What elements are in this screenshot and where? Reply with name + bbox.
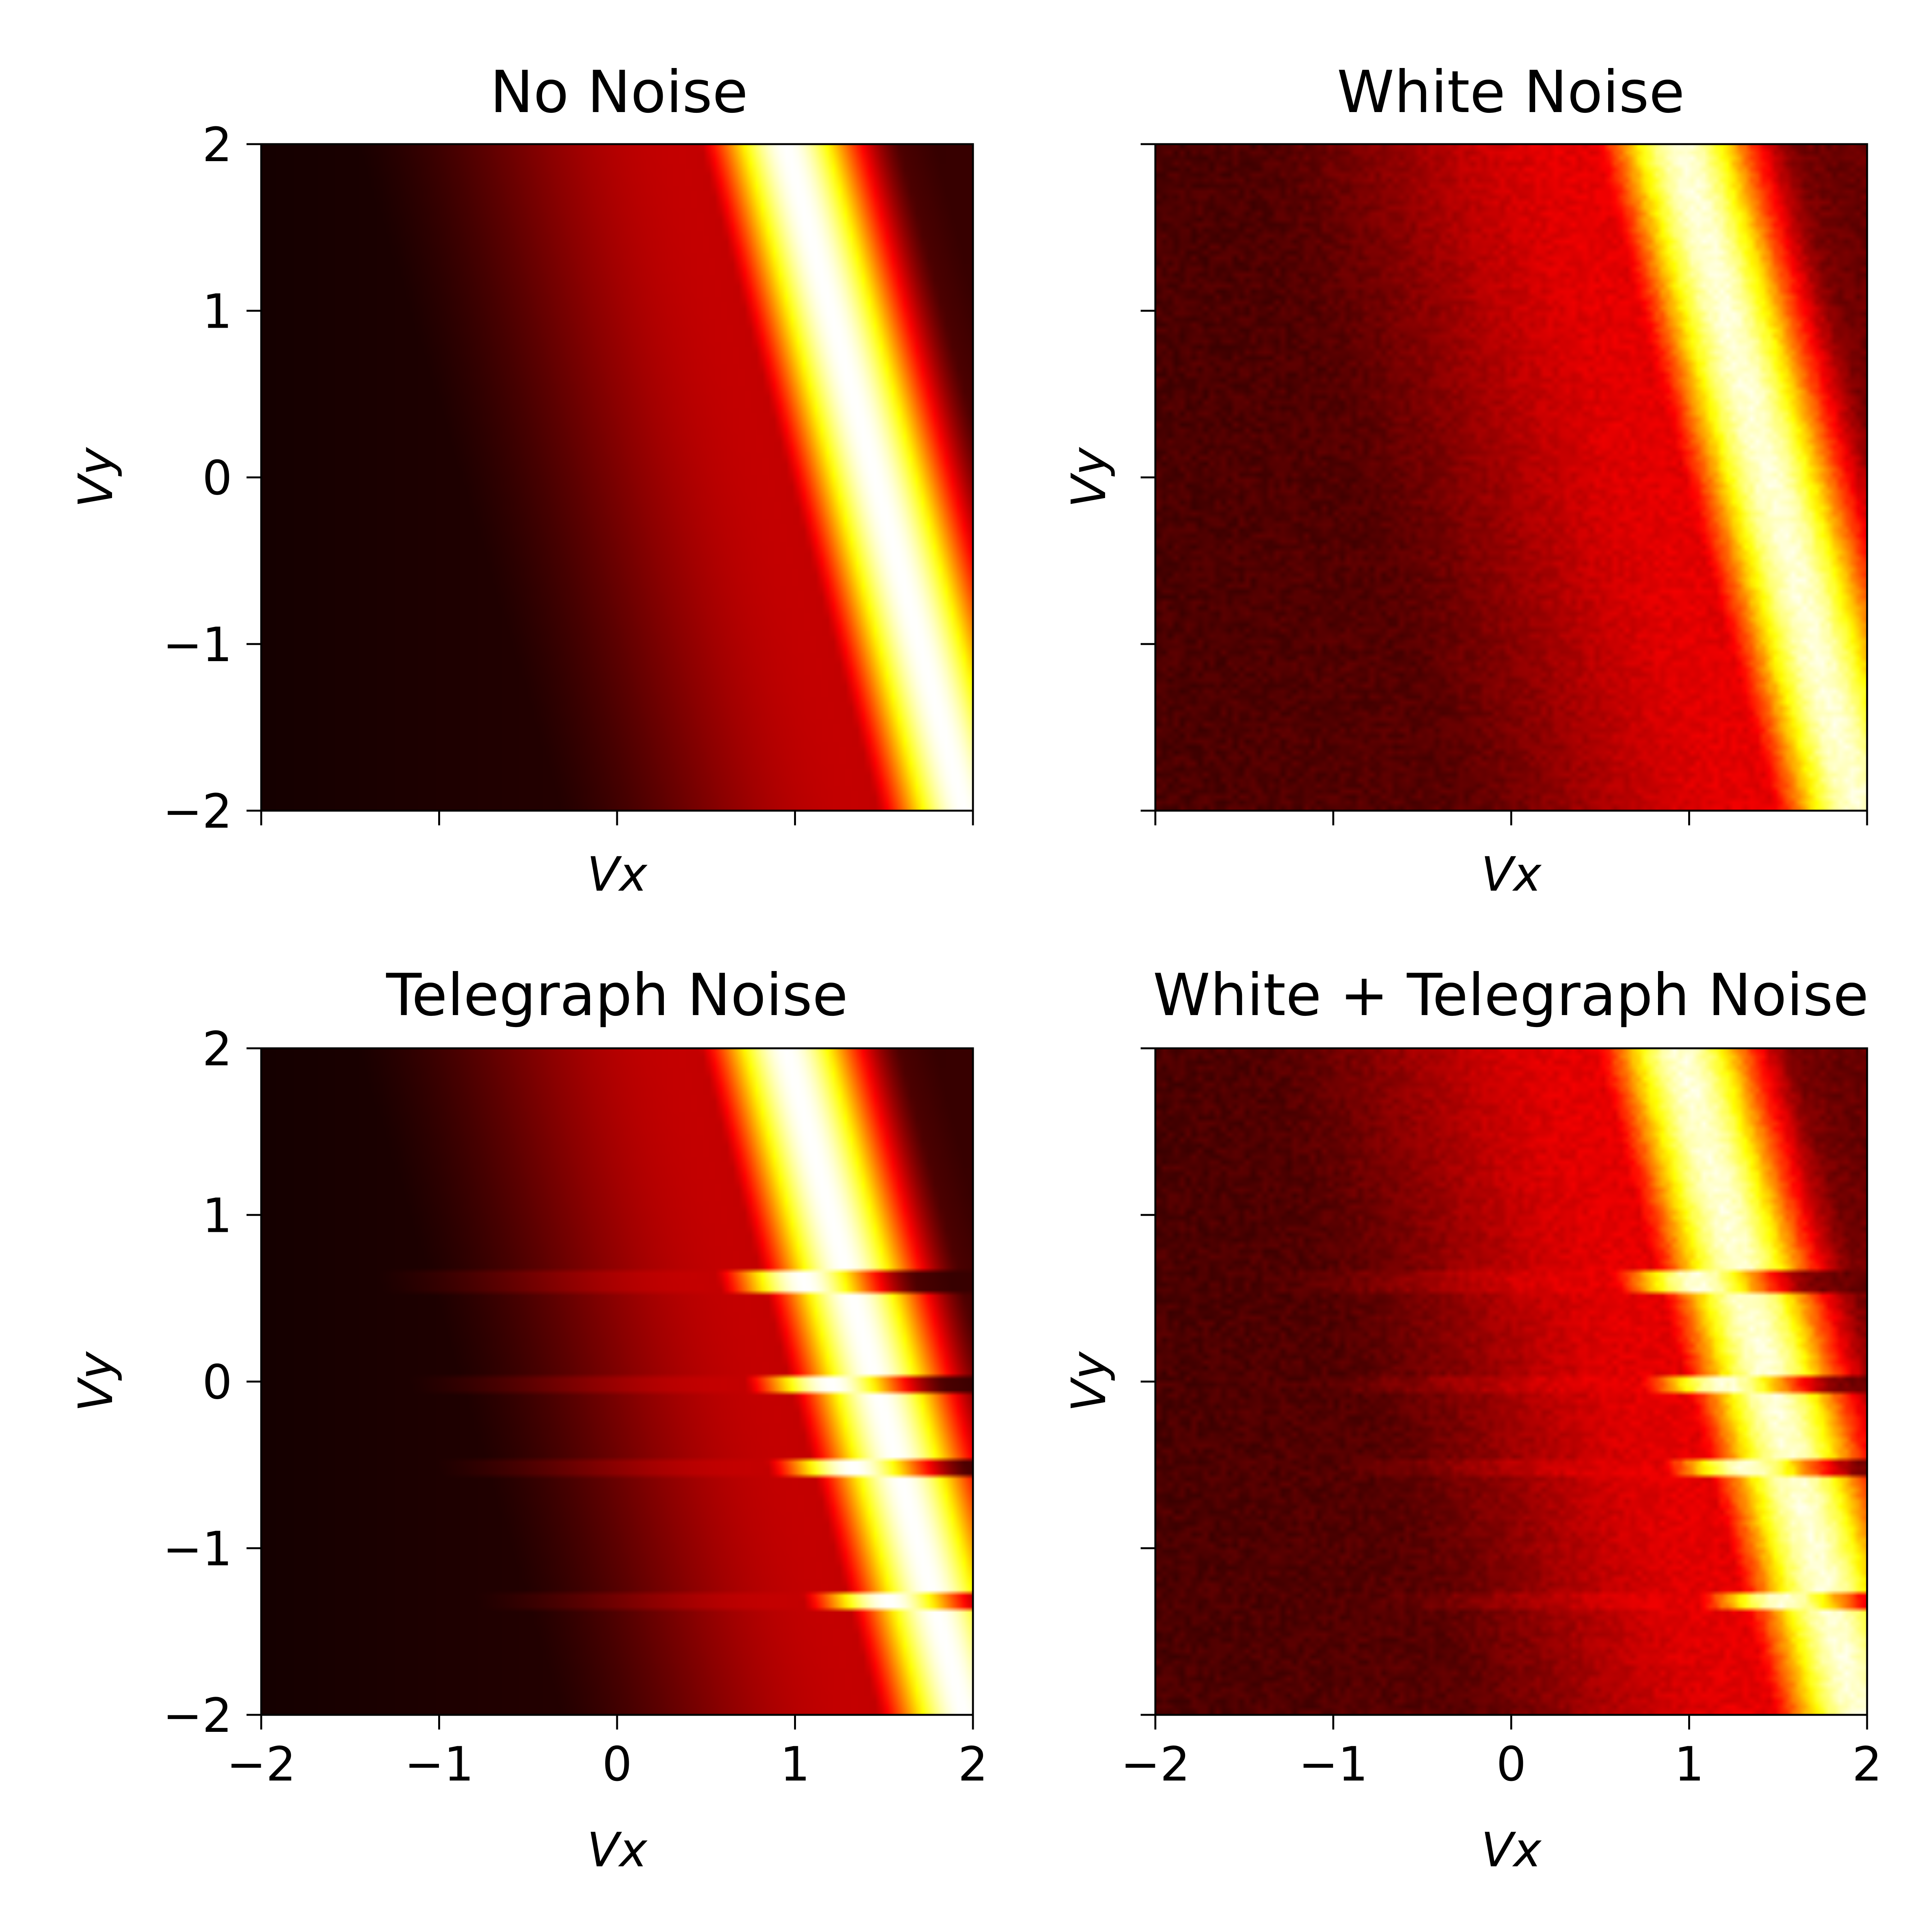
panel-title: White + Telegraph Noise (1153, 962, 1869, 1029)
y-axis-label: Vy (1061, 447, 1116, 507)
x-tick-label: −1 (1299, 1737, 1368, 1792)
y-ticks (1141, 143, 1155, 812)
heatmap-image (1155, 144, 1867, 811)
heatmap-image (261, 144, 973, 811)
x-tick-label: 2 (1852, 1737, 1882, 1792)
y-tick-label: 2 (202, 1022, 232, 1077)
x-tick-label: 1 (780, 1737, 810, 1792)
x-ticks: −2 −1 0 1 2 (226, 1715, 988, 1792)
y-axis-label: Vy (68, 447, 123, 507)
x-axis-label: Vx (587, 1823, 648, 1878)
x-axis-label: Vx (1481, 1823, 1542, 1878)
y-tick-label: 1 (202, 284, 232, 339)
y-ticks: −2 −1 0 1 2 (163, 117, 261, 839)
x-tick-label: 0 (602, 1737, 632, 1792)
x-tick-label: −2 (1121, 1737, 1190, 1792)
panel-title: Telegraph Noise (386, 962, 848, 1029)
y-tick-label: 0 (202, 451, 232, 506)
panel-title: White Noise (1337, 59, 1685, 126)
panel-no-noise: No Noise −2 −1 0 1 2 Vx Vy (68, 59, 974, 902)
x-ticks: −2 −1 0 1 2 (1121, 1715, 1882, 1792)
x-tick-label: 0 (1496, 1737, 1526, 1792)
y-ticks: −2 −1 0 1 2 (163, 1022, 261, 1743)
panel-telegraph-noise: Telegraph Noise −2 −1 0 1 2 −2 −1 0 1 2 Vx Vy (68, 962, 988, 1878)
y-tick-label: 0 (202, 1355, 232, 1410)
x-ticks (260, 811, 974, 825)
x-tick-label: 1 (1674, 1737, 1704, 1792)
y-tick-label: −2 (163, 1688, 232, 1743)
panel-white-noise: White Noise Vx Vy (1061, 59, 1868, 902)
panel-white-telegraph-noise: White + Telegraph Noise −2 −1 0 1 2 Vx Vy (1061, 962, 1882, 1878)
y-tick-label: −2 (163, 784, 232, 839)
heatmap-image (261, 1048, 973, 1715)
x-tick-label: −1 (405, 1737, 474, 1792)
y-tick-label: 1 (202, 1188, 232, 1243)
x-axis-label: Vx (1481, 847, 1542, 902)
y-axis-label: Vy (1061, 1351, 1116, 1412)
y-tick-label: −1 (163, 1522, 232, 1577)
x-tick-label: −2 (226, 1737, 296, 1792)
y-ticks (1141, 1047, 1155, 1716)
y-tick-label: −1 (163, 617, 232, 672)
x-tick-label: 2 (958, 1737, 988, 1792)
heatmap-image (1155, 1048, 1867, 1715)
x-ticks (1154, 811, 1868, 825)
y-axis-label: Vy (68, 1351, 123, 1412)
panel-title: No Noise (490, 59, 748, 126)
x-axis-label: Vx (587, 847, 648, 902)
y-tick-label: 2 (202, 117, 232, 172)
